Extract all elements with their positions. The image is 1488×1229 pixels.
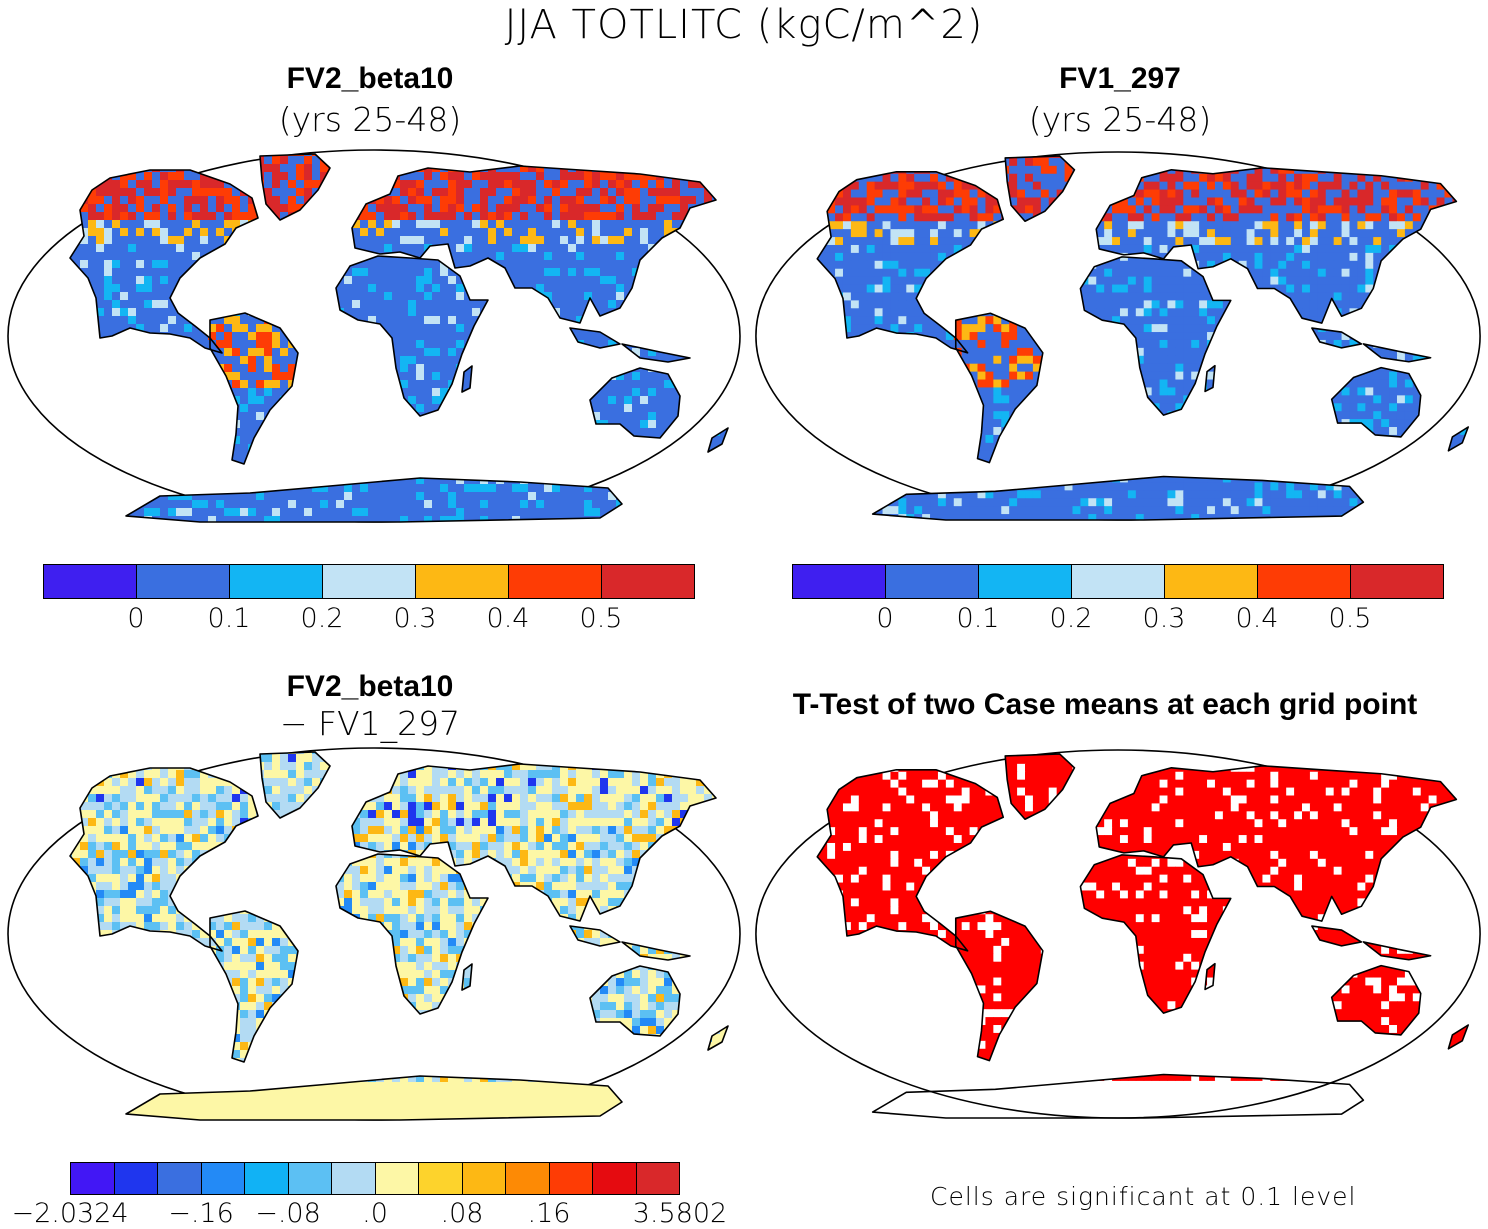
colorbar-top-left	[43, 564, 695, 599]
colorbar-tick-label: 0	[127, 603, 144, 634]
colorbar-swatch	[1351, 565, 1443, 598]
colorbar-swatch	[323, 565, 416, 598]
panel-title-bottom-right: T-Test of two Case means at each grid po…	[750, 688, 1460, 722]
colorbar-swatch	[202, 1163, 246, 1194]
colorbar-swatch	[979, 565, 1072, 598]
map-top-left	[0, 148, 748, 524]
colorbar-tick-label: 0.1	[208, 603, 251, 634]
colorbar-swatch	[793, 565, 886, 598]
colorbar-swatch	[593, 1163, 637, 1194]
colorbar-swatch	[289, 1163, 333, 1194]
colorbar-swatch	[602, 565, 694, 598]
colorbar-swatch	[550, 1163, 594, 1194]
map-bottom-left	[0, 746, 748, 1122]
colorbar-tick-label: 0.3	[394, 603, 437, 634]
colorbar-swatch	[506, 1163, 550, 1194]
colorbar-swatch	[1165, 565, 1258, 598]
colorbar-tick-label: 3.5802	[633, 1198, 727, 1229]
colorbar-tick-label: 0.3	[1143, 603, 1186, 634]
colorbar-swatch	[886, 565, 979, 598]
colorbar-swatch	[230, 565, 323, 598]
map-top-right	[748, 148, 1488, 524]
colorbar-top-right	[792, 564, 1444, 599]
colorbar-swatch	[416, 565, 509, 598]
panel-title-top-left: FV2_beta10	[145, 62, 595, 96]
colorbar-tick-label: −.08	[255, 1198, 321, 1229]
colorbar-swatch	[158, 1163, 202, 1194]
panel-title-top-right: FV1_297	[895, 62, 1345, 96]
colorbar-bottom-left	[70, 1162, 680, 1195]
panel-subtitle-bottom-left: − FV1_297	[145, 704, 595, 743]
colorbar-tick-label: .08	[441, 1198, 484, 1229]
colorbar-swatch	[245, 1163, 289, 1194]
panel-title-bottom-left: FV2_beta10	[145, 670, 595, 704]
colorbar-swatch	[463, 1163, 507, 1194]
colorbar-swatch	[115, 1163, 159, 1194]
map-bottom-right	[748, 746, 1488, 1122]
colorbar-swatch	[71, 1163, 115, 1194]
colorbar-swatch	[509, 565, 602, 598]
colorbar-tick-label: −.16	[168, 1198, 234, 1229]
colorbar-swatch	[44, 565, 137, 598]
colorbar-swatch	[1072, 565, 1165, 598]
colorbar-tick-label: 0	[876, 603, 893, 634]
colorbar-tick-label: 0.5	[1329, 603, 1372, 634]
colorbar-tick-label: 0.5	[580, 603, 623, 634]
colorbar-tick-label: .0	[362, 1198, 388, 1229]
colorbar-swatch	[419, 1163, 463, 1194]
colorbar-swatch	[376, 1163, 420, 1194]
colorbar-tick-label: 0.2	[301, 603, 344, 634]
panel-subtitle-top-right: (yrs 25-48)	[895, 100, 1345, 139]
colorbar-swatch	[137, 565, 230, 598]
colorbar-swatch	[637, 1163, 680, 1194]
colorbar-tick-label: 0.4	[1236, 603, 1279, 634]
colorbar-tick-label: .16	[528, 1198, 571, 1229]
colorbar-tick-label: 0.2	[1050, 603, 1093, 634]
colorbar-swatch	[1258, 565, 1351, 598]
significance-note: Cells are significant at 0.1 level	[930, 1182, 1356, 1211]
panel-subtitle-top-left: (yrs 25-48)	[145, 100, 595, 139]
colorbar-tick-label: 0.1	[957, 603, 1000, 634]
colorbar-swatch	[332, 1163, 376, 1194]
colorbar-tick-label: −2.0324	[11, 1198, 128, 1229]
figure-title: JJA TOTLITC (kgC/m^2)	[0, 2, 1488, 48]
colorbar-tick-label: 0.4	[487, 603, 530, 634]
